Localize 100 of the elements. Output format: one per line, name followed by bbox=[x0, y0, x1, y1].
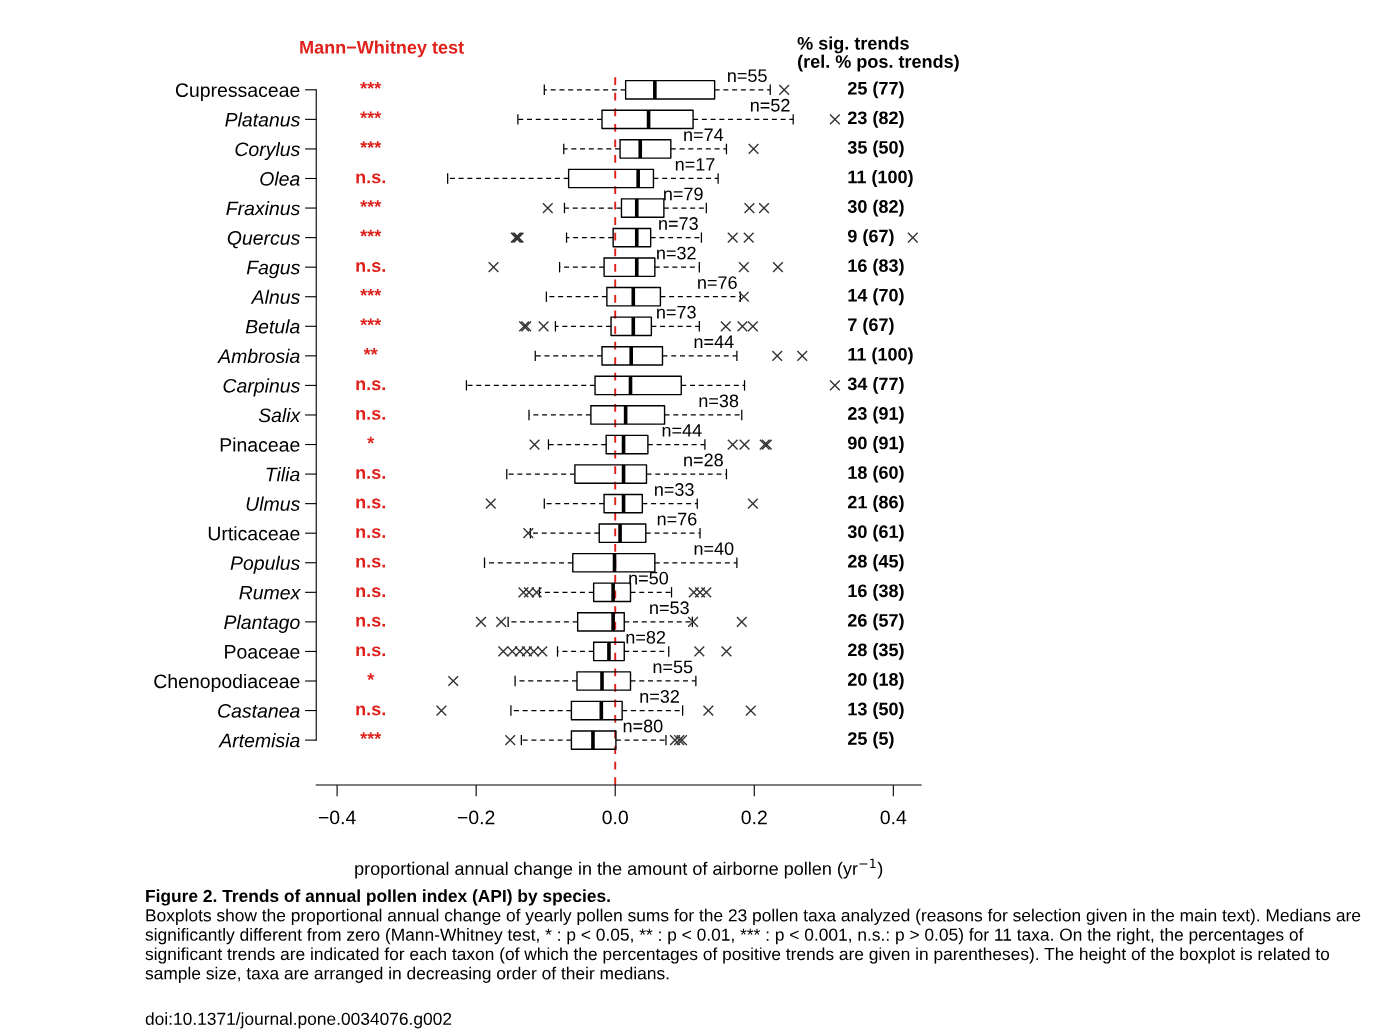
annotation: n=17 bbox=[675, 158, 715, 171]
annotation: n.s. bbox=[356, 498, 385, 509]
annotation: 28 (35) bbox=[847, 643, 904, 660]
y-tick-label: Castanea bbox=[218, 704, 300, 718]
annotation: 11 (100) bbox=[848, 170, 913, 187]
annotation: 16 (83) bbox=[848, 258, 904, 276]
annotation: 7 (67) bbox=[848, 317, 894, 335]
y-tick-label: Populus bbox=[230, 555, 300, 574]
text: Figure 2. Trends of annual pollen index (API) by species. bbox=[146, 889, 610, 906]
annotation: 28 (45) bbox=[847, 554, 904, 572]
annotation: 16 (38) bbox=[848, 583, 904, 601]
annotation: n=32 bbox=[657, 246, 696, 260]
annotation: *** bbox=[360, 732, 382, 740]
y-tick-label: Betula bbox=[245, 319, 300, 334]
annotation: 23 (91) bbox=[847, 406, 904, 424]
annotation: n=50 bbox=[629, 571, 669, 585]
annotation: n=73 bbox=[657, 305, 696, 319]
annotation: 34 (77) bbox=[847, 376, 904, 394]
annotation: *** bbox=[360, 229, 382, 237]
annotation: n.s. bbox=[356, 528, 385, 539]
y-tick-label: Poaceae bbox=[225, 645, 300, 659]
y-tick-label: Pinaceae bbox=[220, 437, 300, 452]
x-tick-label: 0.2 bbox=[741, 810, 767, 825]
annotation: n=38 bbox=[699, 394, 739, 408]
annotation: n=76 bbox=[657, 512, 697, 526]
annotation: n=80 bbox=[623, 719, 663, 733]
y-tick-label: Cupressaceae bbox=[175, 83, 300, 101]
annotation: *** bbox=[360, 318, 382, 326]
y-tick-label: Salix bbox=[258, 407, 301, 423]
annotation: 30 (61) bbox=[847, 524, 904, 542]
text: Boxplots show the proportional annual change of yearly pollen sums for the 23 pollen taxa analyzed (reasons for selection given in the main text). Medians are significantly different from zero (Mann-Whitney test, * : p < 0.05, ** : p < 0.01, *** : p < 0.001, n.s.: p > 0.05) for 11 taxa. On the right, the percentages of significant trends are indicated for each taxon (of which the percentages of positive trends are given in parentheses). The height of the boxplot is related to sample size, taxa are arranged in decreasing order of their medians. bbox=[145, 908, 1361, 983]
y-tick-label: Carpinus bbox=[223, 378, 300, 397]
annotation: *** bbox=[360, 200, 382, 208]
annotation: n=40 bbox=[694, 542, 734, 556]
annotation: n=44 bbox=[662, 424, 702, 437]
annotation: 23 (82) bbox=[847, 110, 904, 128]
annotation: 26 (57) bbox=[847, 613, 904, 631]
y-tick-label: Artemisia bbox=[218, 733, 300, 748]
y-tick-label: Urticaceae bbox=[208, 526, 300, 541]
x-tick-label: 0.0 bbox=[602, 810, 628, 825]
annotation: 25 (5) bbox=[847, 731, 894, 749]
annotation: n=52 bbox=[750, 98, 790, 112]
annotation: n=55 bbox=[728, 69, 767, 83]
annotation: ** bbox=[363, 348, 378, 355]
annotation: n.s. bbox=[356, 705, 385, 716]
annotation: 35 (50) bbox=[847, 140, 904, 158]
annotation: n=73 bbox=[659, 217, 698, 230]
y-tick-label: Rumex bbox=[239, 585, 301, 600]
annotation: n=55 bbox=[653, 660, 693, 674]
annotation: n=74 bbox=[684, 128, 724, 142]
y-tick-label: Fraxinus bbox=[226, 201, 300, 216]
annotation: n=44 bbox=[694, 335, 734, 348]
annotation: *** bbox=[360, 82, 382, 89]
y-tick-label: Chenopodiaceae bbox=[154, 673, 300, 693]
annotation: 13 (50) bbox=[848, 702, 904, 719]
y-tick-label: Olea bbox=[260, 171, 300, 186]
x-tick-label: −0.2 bbox=[457, 810, 495, 825]
annotation: 90 (91) bbox=[847, 436, 904, 453]
text: Mann−Whitney test bbox=[300, 40, 464, 58]
annotation: 30 (82) bbox=[847, 199, 904, 217]
text: % sig. trends (rel. % pos. trends) bbox=[797, 36, 959, 72]
y-tick-label: Quercus bbox=[227, 231, 300, 249]
annotation: n=33 bbox=[655, 483, 694, 496]
annotation: 14 (70) bbox=[848, 288, 904, 306]
annotation: n.s. bbox=[356, 616, 385, 627]
x-tick-label: 0.4 bbox=[880, 810, 907, 825]
x-tick-label: −0.4 bbox=[318, 810, 356, 825]
y-tick-label: Platanus bbox=[225, 112, 300, 127]
y-tick-label: Fagus bbox=[246, 260, 300, 279]
annotation: *** bbox=[360, 288, 382, 296]
text: doi:10.1371/journal.pone.0034076.g002 bbox=[145, 1012, 452, 1029]
annotation: n.s. bbox=[356, 380, 385, 391]
annotation: n=79 bbox=[664, 187, 703, 201]
y-tick-label: Ulmus bbox=[246, 496, 300, 511]
annotation: 9 (67) bbox=[847, 229, 894, 247]
annotation: 25 (77) bbox=[847, 81, 904, 99]
annotation: n.s. bbox=[356, 409, 385, 420]
annotation: 11 (100) bbox=[848, 347, 913, 365]
annotation: n.s. bbox=[356, 469, 385, 479]
annotation: 21 (86) bbox=[847, 495, 904, 513]
annotation: n=82 bbox=[626, 630, 666, 644]
y-tick-label: Plantago bbox=[224, 614, 300, 633]
y-tick-label: Corylus bbox=[235, 141, 300, 161]
annotation: n=53 bbox=[650, 601, 689, 615]
x-axis-title: proportional annual change in the amount of airborne pollen (yr$^{−1}$) bbox=[355, 858, 883, 879]
annotation: n.s. bbox=[356, 646, 385, 657]
annotation: n.s. bbox=[356, 173, 385, 184]
annotation: * bbox=[367, 436, 375, 444]
annotation: 18 (60) bbox=[848, 465, 904, 483]
y-tick-label: Tilia bbox=[266, 467, 300, 482]
annotation: *** bbox=[360, 141, 382, 148]
annotation: 20 (18) bbox=[847, 672, 904, 690]
y-tick-label: Ambrosia bbox=[217, 348, 300, 364]
annotation: n.s. bbox=[356, 587, 385, 598]
annotation: n.s. bbox=[356, 557, 385, 568]
annotation: n=76 bbox=[698, 276, 737, 289]
annotation: n=32 bbox=[640, 690, 679, 703]
annotation: *** bbox=[360, 111, 382, 119]
annotation: n.s. bbox=[356, 262, 385, 273]
y-tick-label: Alnus bbox=[250, 289, 300, 304]
